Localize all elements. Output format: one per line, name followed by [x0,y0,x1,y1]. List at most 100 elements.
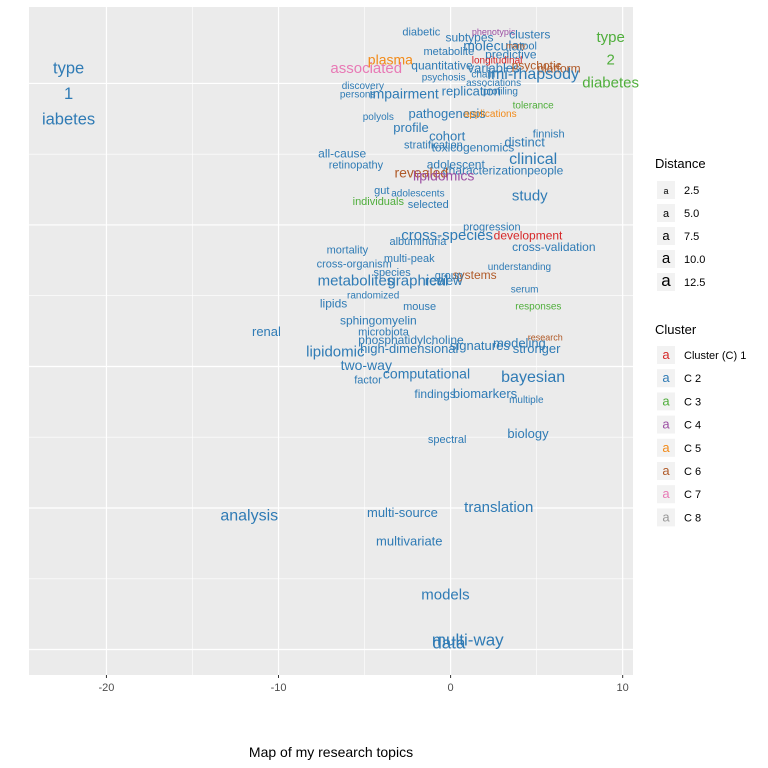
word-development: development [494,228,563,242]
cluster-legend-label: C 8 [684,512,701,524]
size-legend-title: Distance [655,156,706,171]
word-pathogenesis: pathogenesis [408,106,486,121]
word-cross-organism: cross-organism [317,258,392,270]
word-lipidomic: lipidomic [306,343,365,360]
word-discovery: discovery [342,81,384,92]
cluster-legend-glyph: a [662,417,670,432]
cluster-legend-label: Cluster (C) 1 [684,350,746,362]
word-profile: profile [393,120,428,135]
word-multiple: multiple [509,395,544,406]
size-legend-key [657,181,675,199]
word-diabetes: diabetes [582,74,639,91]
size-legend-key [657,273,675,291]
cluster-legend-label: C 4 [684,420,701,432]
size-legend-key [657,227,675,245]
chart-caption: Map of my research topics [249,744,413,760]
cluster-legend-glyph: a [662,509,670,524]
word-signatures: signatures [450,338,510,353]
word-renal: renal [252,324,281,339]
word-systems: systems [453,268,497,282]
word-metabolites: metabolites [318,273,395,290]
word-mouse: mouse [403,301,436,313]
word-bayesian: bayesian [501,369,565,386]
word-findings: findings [414,387,455,401]
word-microbiota: microbiota [358,326,410,338]
word-persons: persons [340,89,376,100]
word-adolescents: adolescents [391,188,444,199]
word-type: type [596,29,624,46]
word-multi-source: multi-source [367,505,438,520]
size-legend-label: 10.0 [684,254,705,266]
plot-panel [29,7,633,675]
cluster-legend-glyph: a [662,347,670,362]
word-diabetic: diabetic [402,26,440,38]
word-finnish: finnish [533,128,565,140]
word-albuminuria: albuminuria [389,236,447,248]
cluster-legend-title: Cluster [655,322,697,337]
cluster-legend-glyph: a [662,370,670,385]
word-spectral: spectral [428,434,467,446]
word-associated: associated [330,60,402,77]
cluster-legend-glyph: a [662,393,670,408]
word-1: 1 [64,85,73,103]
word-progression: progression [463,222,520,234]
word-factor: factor [354,375,382,387]
size-legend-label: 5.0 [684,208,699,220]
word-graphical: graphical [387,273,448,290]
word-clinical: clinical [509,151,557,168]
word-longitudinal: longitudinal [472,55,523,66]
word-group: group [435,270,463,282]
cluster-legend-glyph: a [662,440,670,455]
word-associations: associations [466,78,521,89]
x-axis-ticks: -20 -10 0 10 [98,675,629,694]
word-serum: serum [511,285,539,296]
word-randomized: randomized [347,290,399,301]
x-tick-label: 0 [448,682,454,694]
word-phosphatidylcholine: phosphatidylcholine [358,333,464,347]
word-modeling: modeling [493,335,546,350]
word-profiling: profiling [483,87,518,98]
word-retinopathy: retinopathy [329,159,384,171]
word-chain: chain [471,70,495,81]
word-research: research [528,333,563,343]
word-marks: type 1 iabetes type 2 diabetes associatedplasm… [42,26,639,652]
cluster-legend-key [657,438,675,457]
word-impairment: impairment [370,85,439,101]
word-variables: variables [468,61,521,76]
word-imi-rhapsody: imi-rhapsody [487,66,579,83]
size-legend-glyph: a [663,186,668,196]
word-review: review [425,273,463,288]
word-all-cause: all-cause [318,146,366,160]
cluster-legend-key [657,485,675,504]
word-toxicogenomics: toxicogenomics [432,141,515,155]
word-selected: selected [408,199,449,211]
word-iabetes: iabetes [42,111,95,129]
cluster-legend-key [657,508,675,527]
size-legend-key [657,250,675,268]
size-legend-label: 7.5 [684,231,699,243]
word-platform: platform [537,61,580,75]
word-revealed: revealed [394,165,448,181]
word-polyols: polyols [363,112,394,123]
size-legend-glyph: a [662,250,671,267]
word-models: models [421,587,469,604]
word-predictive: predictive [485,47,537,61]
cluster-legend-key [657,462,675,480]
size-legend-glyph: a [663,208,670,220]
word-analysis: analysis [220,508,278,525]
word-sphingomyelin: sphingomyelin [340,313,417,327]
word-plasma: plasma [368,51,413,67]
word-two-way: two-way [341,357,392,373]
word-understanding: understanding [488,262,551,273]
size-legend-glyph: a [662,228,670,243]
word-cohort: cohort [429,129,466,144]
word-quantitative: quantitative [411,59,473,73]
word-cross-species: cross-species [401,227,493,244]
word-responses: responses [515,302,561,313]
word-mortality: mortality [327,244,369,256]
x-tick-label: -20 [98,682,114,694]
word-biomarkers: biomarkers [453,386,518,401]
word-stratification: stratification [404,140,463,152]
word-multi-way: multi-way [432,631,504,650]
